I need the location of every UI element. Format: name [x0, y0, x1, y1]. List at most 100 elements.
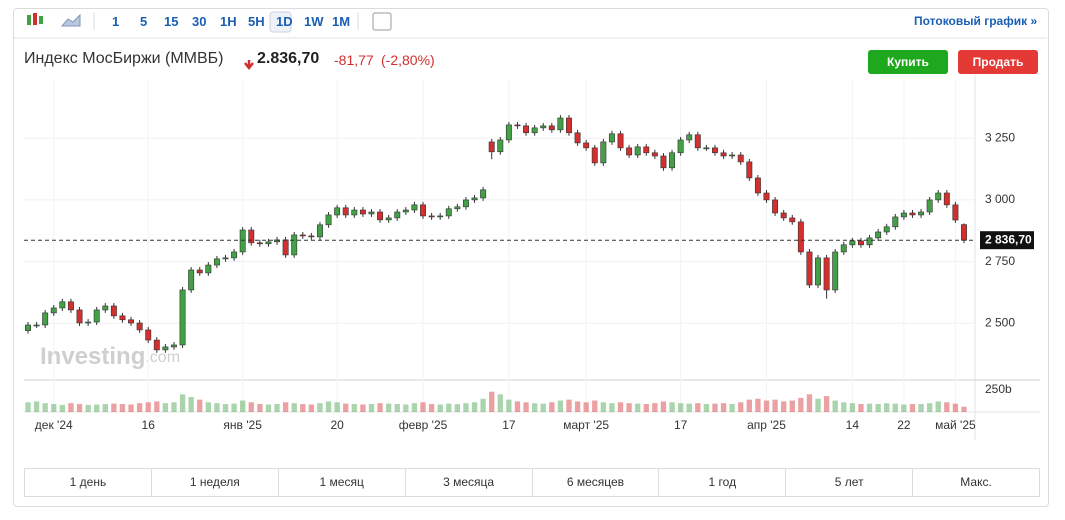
candle-body	[557, 117, 564, 131]
range-tab[interactable]: 1 месяц	[279, 469, 406, 496]
candle-body	[660, 155, 667, 169]
candle-body	[737, 154, 744, 163]
interval-button[interactable]: 1H	[220, 14, 237, 29]
candle-body	[394, 211, 401, 219]
volume-bar	[592, 400, 598, 412]
down-arrow	[244, 60, 254, 71]
candle-body	[720, 152, 727, 157]
volume-bar	[729, 404, 735, 412]
interval-button[interactable]: 15	[164, 14, 179, 29]
volume-bar	[695, 403, 701, 412]
volume-bar	[952, 403, 959, 412]
interval-button[interactable]: 30	[192, 14, 207, 29]
candle-body	[694, 134, 701, 149]
volume-bar	[712, 403, 718, 412]
volume-bar	[489, 391, 495, 412]
candle-body	[918, 211, 925, 216]
volume-bar	[892, 403, 898, 412]
volume-bar	[360, 404, 366, 412]
range-tab[interactable]: 6 месяцев	[533, 469, 660, 496]
y-tick-label: 2 750	[985, 254, 1015, 268]
candle-body	[677, 139, 684, 154]
interval-button[interactable]: 5	[140, 14, 148, 29]
range-tab[interactable]: 1 день	[25, 469, 152, 496]
volume-bar	[394, 404, 400, 412]
candle-body	[33, 324, 40, 327]
candle-body	[729, 154, 736, 157]
volume-bar	[720, 403, 727, 412]
candle-body	[93, 309, 100, 323]
volume-bar	[197, 399, 203, 412]
interval-button[interactable]: 1M	[332, 14, 351, 29]
interval-button[interactable]: 1	[112, 14, 120, 29]
sell-button[interactable]: Продать	[958, 50, 1038, 74]
volume-bar	[42, 403, 48, 412]
volume-bar	[798, 397, 804, 412]
volume-bar	[403, 404, 409, 412]
candle-body	[823, 257, 830, 291]
watermark: Investing.com	[40, 343, 180, 370]
settings-icon[interactable]	[372, 12, 392, 31]
candle-body	[617, 133, 624, 149]
candle-body	[591, 147, 598, 164]
candle-body	[909, 212, 916, 216]
candle-body	[849, 240, 856, 246]
range-tab[interactable]: 3 месяца	[406, 469, 533, 496]
volume-bar	[849, 403, 856, 412]
volume-bar	[428, 404, 435, 412]
candle-body	[574, 132, 581, 144]
area-icon[interactable]	[60, 13, 81, 27]
interval-button[interactable]: 5H	[248, 14, 265, 29]
candle-icon[interactable]	[27, 13, 43, 25]
volume-bar	[33, 401, 40, 412]
candle-body	[832, 251, 839, 291]
candle-body	[205, 264, 212, 274]
volume-bar	[652, 403, 658, 412]
interval-button[interactable]: 1W	[304, 14, 324, 29]
volume-bar	[368, 404, 375, 412]
volume-bar	[497, 394, 503, 412]
range-tab[interactable]: 1 неделя	[152, 469, 279, 496]
candle-body	[213, 258, 220, 266]
candle-body	[136, 322, 143, 331]
candle-body	[454, 206, 461, 210]
interval-button[interactable]: 1D	[276, 14, 293, 29]
candle-body	[480, 189, 487, 199]
volume-bar	[531, 403, 538, 412]
volume-bar	[231, 403, 237, 412]
volume-bar	[823, 396, 830, 412]
volume-bar	[789, 400, 795, 412]
chart: Investing.com 2 500 2 750 3 000 3 250 250b дек…	[14, 11, 1047, 440]
volume-bar	[51, 404, 57, 412]
candle-body	[402, 209, 409, 213]
candle-body	[651, 152, 658, 157]
volume-bar	[523, 402, 529, 412]
candle-body	[351, 209, 358, 216]
candle-body	[883, 226, 890, 233]
range-tab[interactable]: 1 год	[659, 469, 787, 496]
range-tab[interactable]: Макс.	[960, 475, 992, 489]
buy-button[interactable]: Купить	[868, 50, 948, 74]
candle-body	[505, 124, 512, 141]
candle-body	[815, 257, 821, 286]
last-price: 2.836,70	[257, 50, 320, 67]
volume-bar	[626, 403, 632, 412]
volume-bar	[334, 402, 340, 412]
price-change-pct: (-2,80%)	[381, 52, 435, 68]
stream-link[interactable]: Потоковый график »	[914, 14, 1038, 28]
candle-body	[789, 217, 796, 223]
last-price-label: 2 836,70	[985, 232, 1032, 246]
range-tab[interactable]: 5 лет	[786, 469, 914, 496]
candle-body	[119, 315, 126, 321]
volume-bar	[901, 404, 907, 412]
candle-body	[548, 125, 555, 131]
x-tick-label: март '25	[563, 418, 609, 432]
candle-body	[153, 339, 160, 351]
volume-bar	[188, 397, 194, 412]
candle-body	[256, 242, 263, 245]
volume-bar	[832, 400, 838, 412]
volume-bar	[308, 404, 315, 412]
volume-bar	[703, 404, 710, 412]
candle-body	[840, 244, 847, 253]
